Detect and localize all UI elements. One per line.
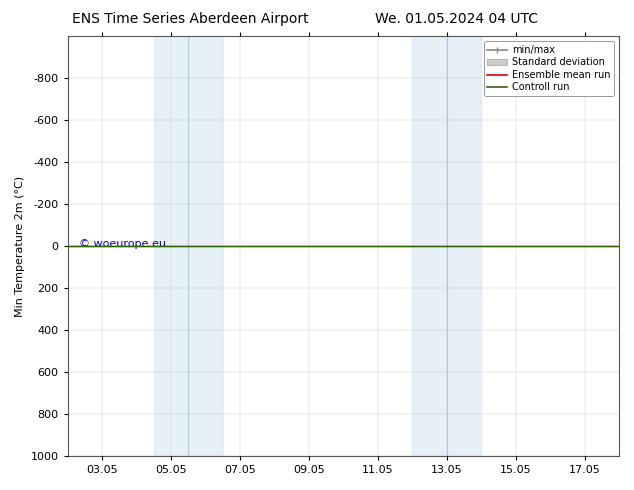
Y-axis label: Min Temperature 2m (°C): Min Temperature 2m (°C)	[15, 175, 25, 317]
Text: © woeurope.eu: © woeurope.eu	[79, 239, 165, 249]
Bar	[188, 36, 223, 456]
Bar	[412, 36, 447, 456]
Bar	[447, 36, 481, 456]
Text: ENS Time Series Aberdeen Airport: ENS Time Series Aberdeen Airport	[72, 12, 309, 26]
Text: We. 01.05.2024 04 UTC: We. 01.05.2024 04 UTC	[375, 12, 538, 26]
Legend: min/max, Standard deviation, Ensemble mean run, Controll run: min/max, Standard deviation, Ensemble me…	[484, 41, 614, 96]
Bar	[153, 36, 188, 456]
